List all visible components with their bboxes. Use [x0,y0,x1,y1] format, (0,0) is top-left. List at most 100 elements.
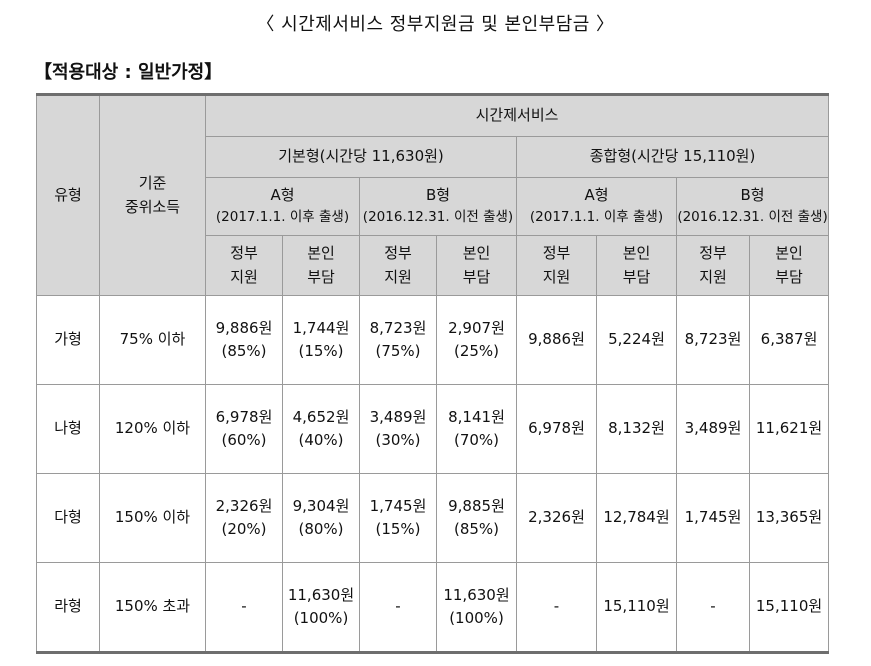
percent: (20%) [221,520,267,538]
service-header: 시간제서비스 [204,94,830,137]
income-header: 기준 중위소득 [99,94,206,296]
combined-b-self-cell: 6,387원 [748,295,830,385]
type-cell: 다형 [36,473,100,563]
self-header-line2: 부담 [775,267,803,286]
basic-group-b-header: B형 (2016.12.31. 이전 출생) [359,177,517,236]
amount: 9,886원 [215,318,273,337]
combined-b-self-cell: 13,365원 [748,473,830,563]
basic-a-self-cell: 11,630원 (100%) [282,562,360,653]
group-a-note: (2017.1.1. 이후 출생) [529,209,664,226]
gov-header-line2: 지원 [384,267,412,286]
group-b-label: B형 [425,186,451,205]
basic-b-gov-cell: 1,745원 (15%) [359,473,437,563]
amount: 1,744원 [292,318,350,337]
basic-plan-header: 기본형(시간당 11,630원) [205,136,517,178]
amount: 11,630원 [443,585,510,604]
percent: (100%) [449,609,504,627]
percent: (60%) [221,431,267,449]
combined-group-b-header: B형 (2016.12.31. 이전 출생) [675,177,830,236]
table-row: 다형 150% 이하 2,326원 (20%) 9,304원 (80%) 1,745… [36,473,830,563]
basic-b-self-cell: 11,630원 (100%) [436,562,517,653]
self-header-line1: 본인 [307,244,335,263]
basic-b-gov-cell: - [359,562,437,653]
gov-header-line1: 정부 [699,244,727,263]
group-b-note: (2016.12.31. 이전 출생) [677,209,828,226]
combined-b-self-cell: 15,110원 [748,562,830,653]
group-b-note: (2016.12.31. 이전 출생) [362,209,514,226]
income-cell: 150% 이하 [99,473,206,563]
combined-a-gov-cell: - [516,562,597,653]
basic-a-self-cell: 1,744원 (15%) [282,295,360,385]
income-cell: 75% 이하 [99,295,206,385]
income-cell: 150% 초과 [99,562,206,653]
combined-group-a-header: A형 (2017.1.1. 이후 출생) [516,177,677,236]
basic-a-gov-cell: - [205,562,283,653]
combined-plan-header: 종합형(시간당 15,110원) [515,136,830,178]
basic-a-self-cell: 4,652원 (40%) [282,384,360,474]
gov-header-line2: 지원 [230,267,258,286]
group-b-label: B형 [740,186,765,205]
self-header-line1: 본인 [622,244,651,263]
type-header: 유형 [36,94,100,296]
group-a-note: (2017.1.1. 이후 출생) [215,209,350,226]
amount: 4,652원 [292,407,350,426]
basic-b-self-cell: 8,141원 (70%) [436,384,517,474]
group-a-label: A형 [584,186,609,205]
percent: (70%) [453,431,500,449]
table-row: 라형 150% 초과 - 11,630원 (100%) - 11,630원 (100… [36,562,830,653]
percent: (100%) [293,609,349,627]
basic-b-self-cell: 2,907원 (25%) [436,295,517,385]
basic-b-gov-cell: 3,489원 (30%) [359,384,437,474]
percent: (80%) [298,520,344,538]
combined-a-self-cell: 12,784원 [596,473,677,563]
document-title: 〈 시간제서비스 정부지원금 및 본인부담금 〉 [256,14,615,35]
percent: (75%) [375,342,421,360]
percent: (25%) [453,342,500,360]
income-cell: 120% 이하 [99,384,206,474]
gov-header-line2: 지원 [699,267,727,286]
amount: 2,326원 [215,496,273,515]
basic-b-gov-cell: 8,723원 (75%) [359,295,437,385]
percent: (85%) [221,342,267,360]
table-row: 나형 120% 이하 6,978원 (60%) 4,652원 (40%) 3,489… [36,384,830,474]
percent: (40%) [298,431,344,449]
percent: (15%) [375,520,421,538]
combined-b-gov-cell: - [676,562,750,653]
combined-b-gov-cell: 3,489원 [676,384,750,474]
amount: 8,141원 [448,407,505,426]
self-header-line2: 부담 [462,267,491,286]
amount: 8,723원 [369,318,427,337]
gov-header-line2: 지원 [542,267,571,286]
amount: 1,745원 [369,496,427,515]
self-pay-header: 본인 부담 [748,235,830,296]
group-a-label: A형 [270,186,295,205]
amount: 11,630원 [287,585,355,604]
gov-header-line1: 정부 [542,244,571,263]
header-row-group: A형 (2017.1.1. 이후 출생) B형 (2016.12.31. 이전 … [37,177,830,236]
type-cell: 가형 [36,295,100,385]
combined-a-self-cell: 8,132원 [596,384,677,474]
header-row-share: 정부 지원 본인 부담 정부 지원 본인 부담 정부 지원 본인 부담 정부 지원 본인 부담 [37,235,830,296]
percent: (15%) [298,342,344,360]
gov-header-line1: 정부 [230,244,258,263]
gov-header-line1: 정부 [384,244,412,263]
self-header-line1: 본인 [462,244,491,263]
header-row-service: 유형 기준 중위소득 시간제서비스 [36,94,830,296]
type-cell: 라형 [36,562,100,653]
percent: (30%) [375,431,421,449]
income-header-line2: 중위소득 [124,197,181,216]
combined-a-gov-cell: 2,326원 [516,473,597,563]
combined-a-gov-cell: 9,886원 [516,295,597,385]
self-header-line2: 부담 [622,267,651,286]
percent: (85%) [453,520,500,538]
self-header-line2: 부담 [307,267,335,286]
section-heading: 【적용대상 : 일반가정】 [34,62,223,83]
amount: 2,907원 [448,318,505,337]
type-cell: 나형 [36,384,100,474]
